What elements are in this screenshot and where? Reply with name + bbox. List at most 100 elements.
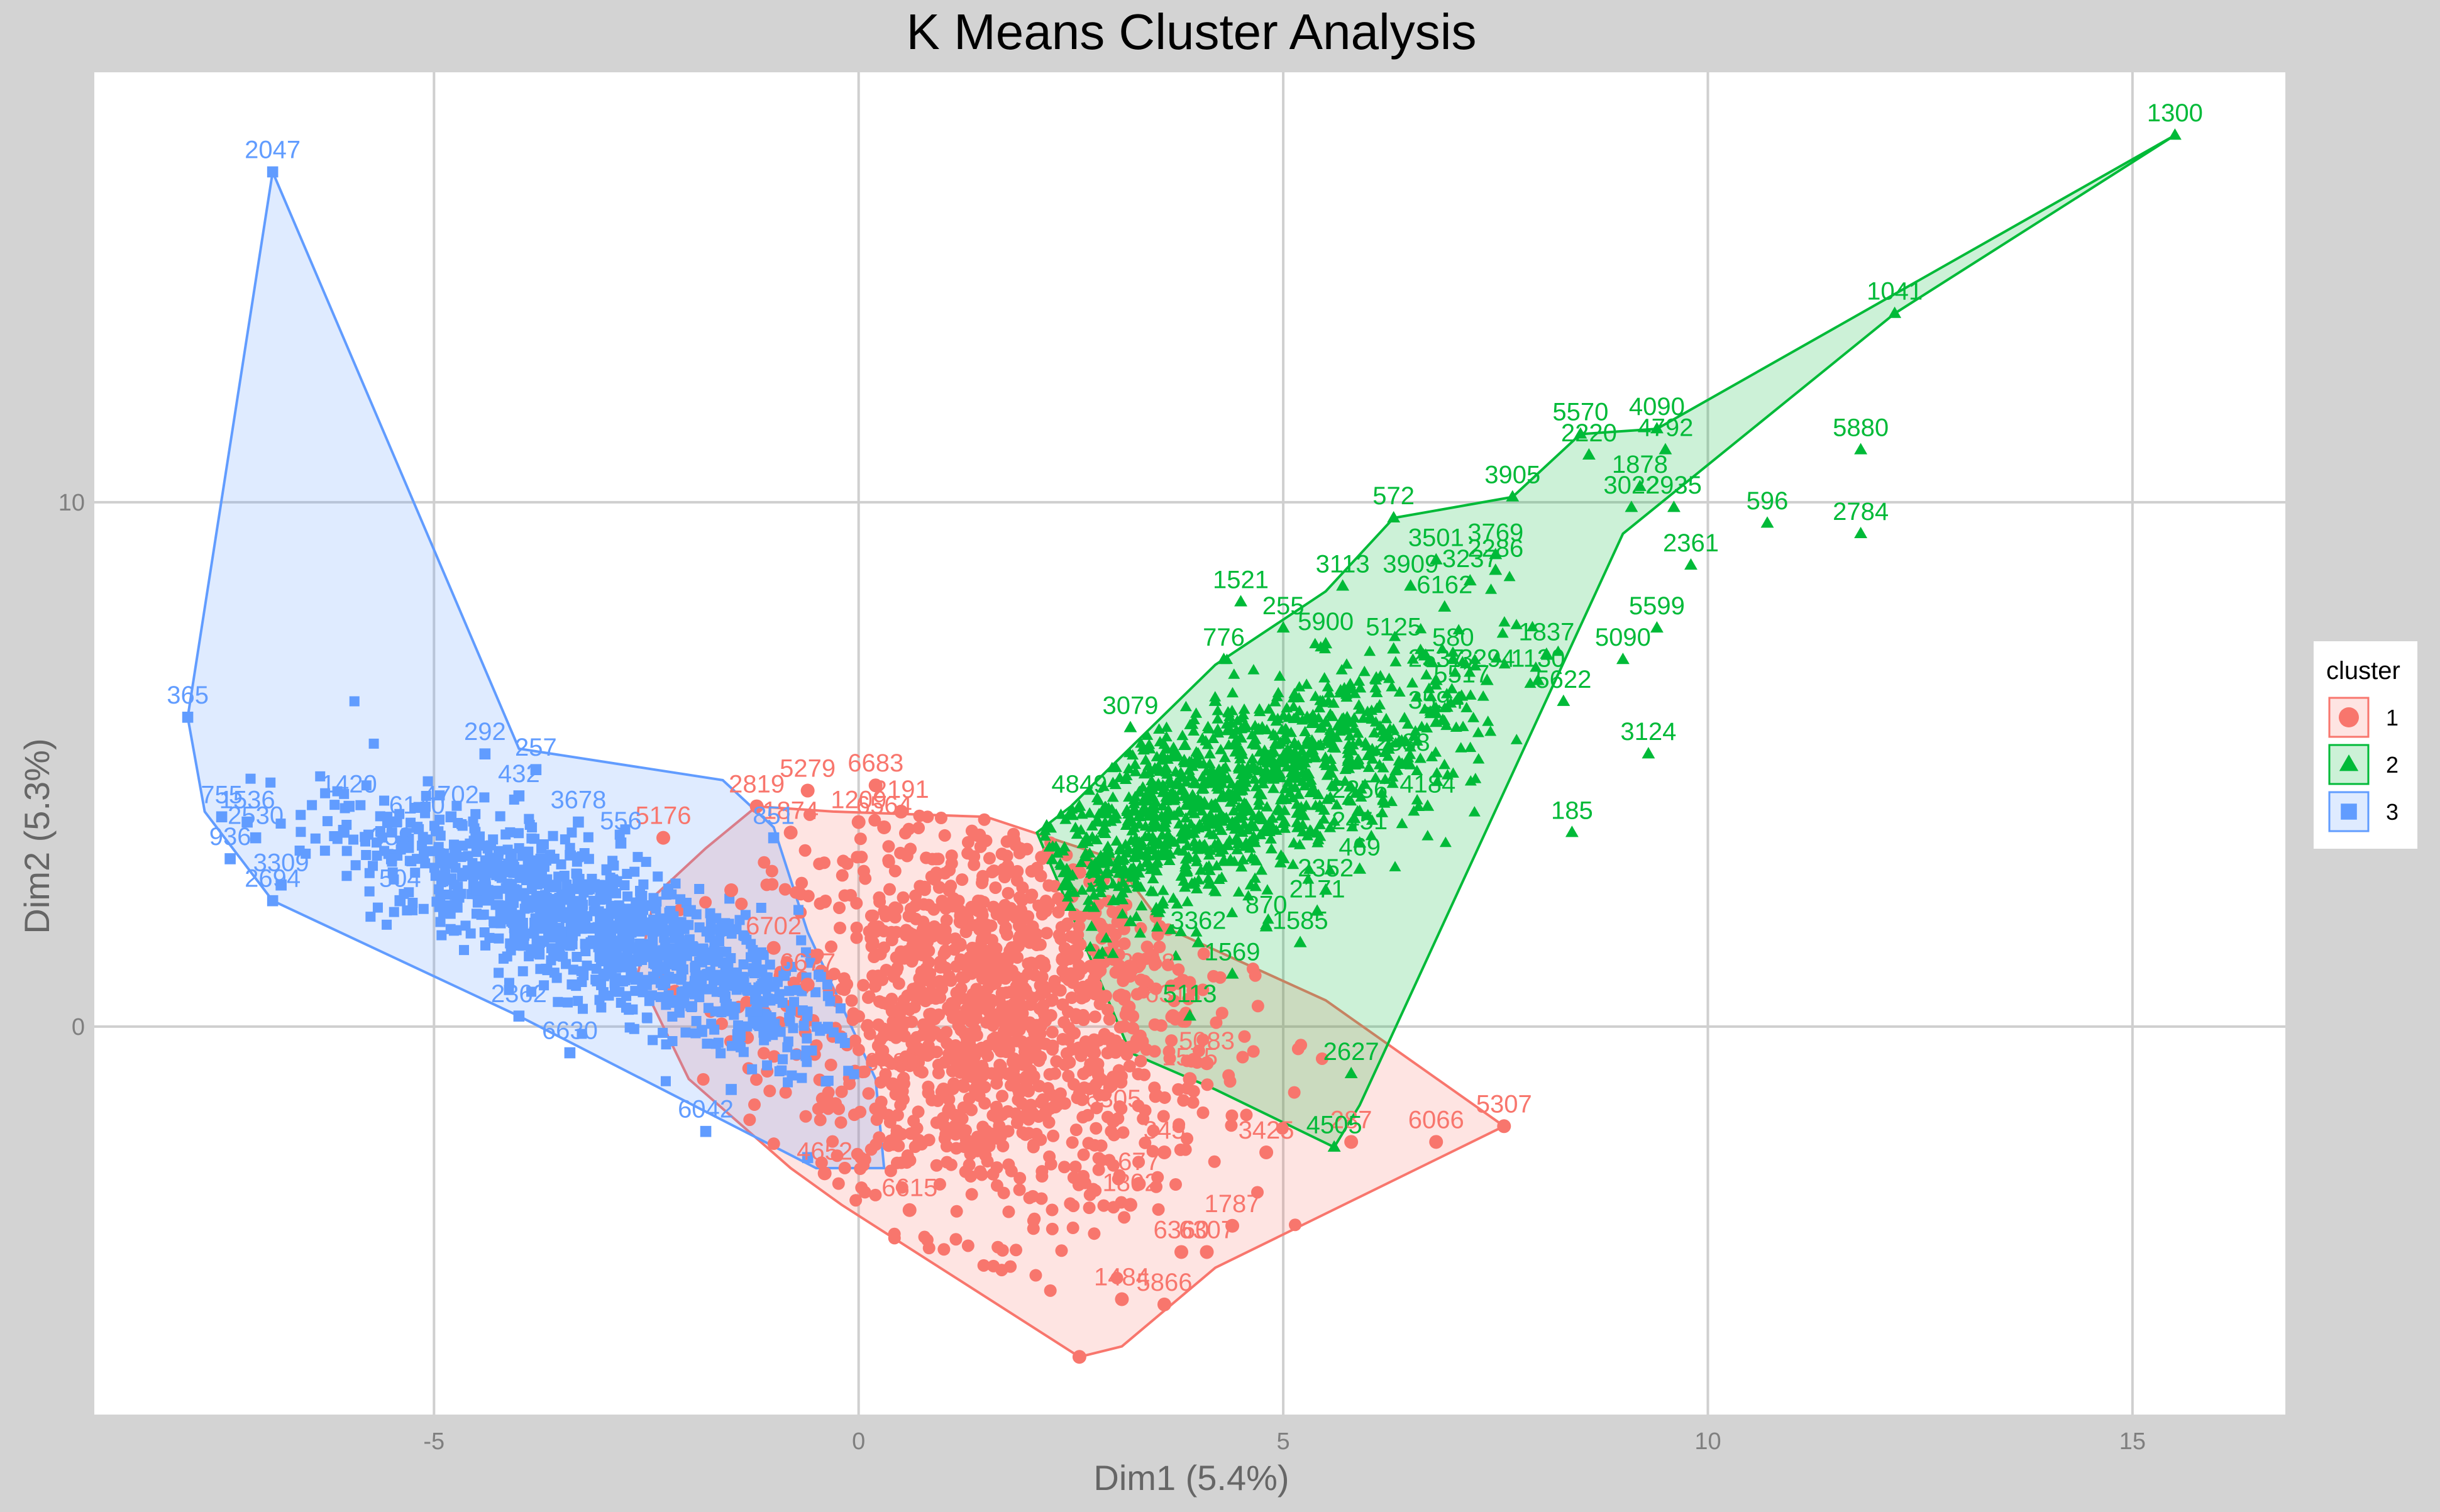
point-label: 2451 <box>1332 807 1388 835</box>
point-label: 3905 <box>1484 461 1540 489</box>
point-label: 6677 <box>780 949 836 976</box>
data-point <box>1395 757 1409 770</box>
point-label: 870 <box>1245 891 1288 919</box>
data-point <box>1217 653 1230 665</box>
point-label: 255 <box>1262 592 1305 620</box>
data-point <box>1208 694 1222 706</box>
point-label: 2361 <box>1663 529 1719 557</box>
data-point <box>1200 1056 1214 1071</box>
data-point <box>868 778 883 793</box>
y-tick-label: 0 <box>72 1014 85 1040</box>
data-point <box>250 832 262 844</box>
point-label: 6140 <box>389 792 445 819</box>
point-label: 5880 <box>1833 414 1889 441</box>
point-label: 6702 <box>746 912 802 940</box>
data-point <box>751 1005 763 1017</box>
point-label: 2694 <box>245 865 301 893</box>
point-label: 6305 <box>1085 1085 1141 1113</box>
point-cloud-cluster-2 <box>1039 570 1564 961</box>
data-point <box>564 1047 576 1059</box>
legend-title: cluster <box>2326 657 2400 685</box>
point-label: 5866 <box>1136 1269 1192 1296</box>
data-point <box>1336 579 1350 591</box>
data-point <box>641 979 652 990</box>
x-tick-label: 5 <box>1277 1428 1290 1455</box>
data-point <box>1387 642 1401 654</box>
point-label: 3124 <box>1620 718 1676 746</box>
data-point <box>1107 893 1120 905</box>
data-point <box>573 816 584 828</box>
point-label: 1787 <box>1205 1190 1261 1218</box>
point-label: 1300 <box>2147 99 2203 127</box>
data-point <box>1353 862 1367 874</box>
data-point <box>1489 563 1503 575</box>
point-label: 6880 <box>864 1049 920 1076</box>
data-point <box>1531 673 1545 685</box>
data-point <box>471 885 482 896</box>
data-point <box>1429 553 1443 565</box>
data-point <box>1327 1140 1341 1152</box>
data-point <box>1191 935 1205 947</box>
data-point <box>1183 1009 1196 1021</box>
point-label: 2171 <box>1289 875 1345 903</box>
data-point <box>1310 904 1324 916</box>
x-tick-label: 15 <box>2119 1428 2146 1455</box>
data-point <box>1319 637 1333 649</box>
data-point <box>1429 715 1443 727</box>
point-label: 345 <box>1144 1117 1186 1144</box>
point-label: 469 <box>1339 834 1381 861</box>
data-point <box>1854 443 1868 455</box>
data-point <box>1021 1046 1035 1060</box>
point-label: 4505 <box>1306 1112 1362 1139</box>
data-point <box>1506 490 1520 502</box>
point-label: 1802 <box>1102 1169 1158 1196</box>
data-point <box>1174 1245 1188 1259</box>
data-point <box>343 800 355 812</box>
data-point <box>182 712 194 723</box>
point-label: 3501 <box>1408 524 1464 552</box>
point-label: 1569 <box>1205 938 1261 966</box>
point-label: 2362 <box>491 980 547 1008</box>
data-point <box>1438 600 1452 612</box>
data-point <box>656 830 671 845</box>
point-label: 292 <box>464 718 506 746</box>
data-point <box>1140 978 1154 992</box>
point-label: 6564 <box>856 792 912 819</box>
data-point <box>1480 673 1494 685</box>
point-label: 5307 <box>1476 1090 1532 1118</box>
data-point <box>1276 851 1290 864</box>
data-point <box>1200 1245 1214 1259</box>
data-point <box>877 820 892 834</box>
data-point <box>768 832 780 844</box>
data-point <box>726 1084 737 1095</box>
point-label: 4849 <box>1051 771 1107 798</box>
data-point <box>953 915 968 929</box>
point-label: 2047 <box>245 136 301 163</box>
point-label: 6313 <box>1145 980 1201 1008</box>
data-point <box>2168 128 2182 140</box>
point-label: 365 <box>167 682 209 709</box>
point-label: 6042 <box>678 1096 734 1123</box>
data-point <box>1115 1292 1129 1306</box>
data-point <box>1234 731 1247 743</box>
point-label: 556 <box>600 807 642 835</box>
legend-marker-1 <box>2339 707 2359 727</box>
data-point <box>979 1124 993 1139</box>
data-point <box>1684 558 1698 570</box>
data-point <box>1344 1135 1359 1149</box>
point-label: 5090 <box>1595 624 1651 651</box>
point-label: 3237 <box>1442 545 1498 573</box>
data-point <box>1225 967 1239 979</box>
data-point <box>1565 825 1579 837</box>
point-label: 2888 <box>1374 729 1430 756</box>
point-label: 287 <box>1330 1106 1372 1134</box>
data-point <box>1157 1145 1171 1160</box>
point-label: 3594 <box>1408 687 1464 714</box>
data-point <box>615 837 627 849</box>
data-point <box>479 748 491 759</box>
legend-marker-3 <box>2341 803 2357 820</box>
point-label: 3425 <box>1239 1117 1295 1144</box>
